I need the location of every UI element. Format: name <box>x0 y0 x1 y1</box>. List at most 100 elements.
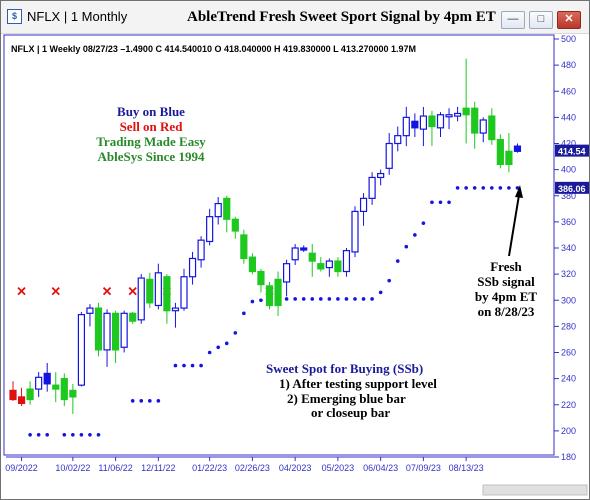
sell-x-marker <box>51 286 60 296</box>
stop-dot <box>370 297 374 301</box>
price-bar <box>35 372 43 397</box>
stop-dot <box>156 399 161 403</box>
y-tick-label: 240 <box>561 374 576 384</box>
stop-dot <box>199 363 203 368</box>
y-tick-label: 380 <box>561 191 576 201</box>
bar-body <box>513 145 522 152</box>
bar-body <box>197 239 205 261</box>
stop-price-tag-box <box>555 181 589 194</box>
price-bar <box>342 248 351 277</box>
price-bar <box>445 108 453 130</box>
price-bar <box>385 133 393 175</box>
stop-dot <box>190 363 195 368</box>
stop-dot <box>438 200 443 205</box>
x-tick-label: 02/26/23 <box>235 463 270 473</box>
bar-body <box>43 372 51 385</box>
stop-dot <box>515 186 520 190</box>
price-bar <box>308 244 316 277</box>
y-tick-label: 260 <box>561 348 576 358</box>
price-bar <box>248 253 256 275</box>
bar-body <box>471 107 479 134</box>
stop-dot <box>395 259 400 263</box>
current-price-tag-label: 414.54 <box>558 147 586 157</box>
bar-body <box>17 396 26 405</box>
price-bar <box>479 117 487 143</box>
stop-dot <box>79 432 84 437</box>
price-bar <box>206 208 214 246</box>
price-bar <box>129 312 137 324</box>
y-tick-label: 400 <box>561 165 576 175</box>
price-bar <box>436 112 445 137</box>
price-bar <box>223 195 231 233</box>
bar-body <box>163 276 171 312</box>
x-tick-label: 06/04/23 <box>363 463 398 473</box>
bar-body <box>171 307 180 312</box>
close-button[interactable]: ✕ <box>557 11 581 29</box>
stop-dot <box>344 297 349 301</box>
note-ablesys: AbleSys Since 1994 <box>98 149 205 164</box>
ssb-line-3: or closeup bar <box>311 405 390 420</box>
stop-dot <box>207 350 212 355</box>
stop-dot <box>216 345 220 350</box>
y-axis: 180 200 220 240 260 280 300 320 340 360 380 400 420 4… <box>554 34 576 462</box>
price-bar <box>513 143 522 153</box>
bar-body <box>325 260 333 269</box>
bar-body <box>26 388 34 401</box>
chart-title: AbleTrend Fresh Sweet Sport Signal by 4p… <box>187 9 496 25</box>
price-bar <box>60 373 68 407</box>
bar-body <box>445 114 453 118</box>
bar-body <box>137 277 145 321</box>
bar-body <box>300 247 308 251</box>
stop-dot <box>173 363 178 368</box>
y-tick-label: 200 <box>561 426 576 436</box>
minimize-button[interactable]: — <box>501 11 525 29</box>
price-bar <box>180 268 188 311</box>
price-bar <box>462 58 470 144</box>
bar-body <box>206 216 214 243</box>
sell-x-stroke <box>51 286 60 296</box>
stop-dot <box>242 311 246 316</box>
bar-body <box>505 150 513 165</box>
sell-x-stroke <box>128 286 137 296</box>
bar-body <box>129 312 137 322</box>
stop-dot <box>139 399 144 403</box>
y-tick-label: 340 <box>561 243 576 253</box>
y-tick-label: 500 <box>561 34 576 44</box>
stop-dot <box>310 297 315 301</box>
x-tick-label: 11/06/22 <box>98 463 132 473</box>
price-bars <box>9 58 522 414</box>
stop-dot <box>284 297 289 301</box>
stop-dot <box>233 331 238 335</box>
price-bar <box>257 268 265 293</box>
stop-dot <box>507 186 511 190</box>
maximize-button[interactable]: □ <box>529 11 553 29</box>
stop-dot <box>353 297 357 301</box>
price-bar <box>240 229 248 264</box>
horizontal-scrollbar[interactable] <box>482 484 588 496</box>
bar-body <box>454 112 462 117</box>
price-bar <box>505 133 513 173</box>
ssb-title: Sweet Spot for Buying (SSb) <box>266 361 423 376</box>
stop-dot <box>481 186 486 190</box>
bar-body <box>402 116 410 137</box>
sell-x-marker <box>128 286 137 296</box>
y-tick-label: 320 <box>561 269 576 279</box>
stop-dot <box>336 297 340 301</box>
stop-dot <box>62 432 67 437</box>
price-bar <box>154 263 162 310</box>
stop-dot <box>88 432 92 437</box>
y-tick-label: 440 <box>561 112 576 122</box>
price-bar <box>402 106 410 147</box>
price-bar <box>17 387 26 407</box>
sell-x-stroke <box>102 286 112 296</box>
x-tick-label: 05/2023 <box>322 463 355 473</box>
bar-body <box>274 278 282 307</box>
y-tick-label: 220 <box>561 400 576 410</box>
price-bar <box>291 244 299 265</box>
price-bar <box>419 106 427 147</box>
price-bar <box>488 108 496 145</box>
bar-body <box>223 197 231 220</box>
stop-dot <box>404 244 409 249</box>
x-tick-label: 08/13/23 <box>449 463 484 473</box>
